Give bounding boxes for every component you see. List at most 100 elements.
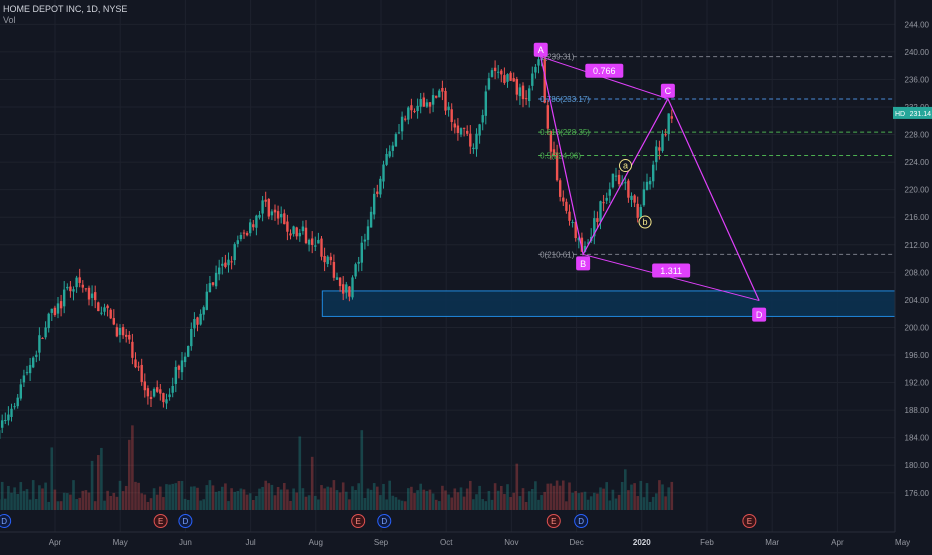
candle-body xyxy=(88,288,90,300)
candle-body xyxy=(389,151,391,156)
candle-body xyxy=(596,218,598,222)
candle-body xyxy=(203,307,205,314)
candle-body xyxy=(568,212,570,221)
volume-bar xyxy=(385,499,388,510)
volume-bar xyxy=(187,500,190,510)
volume-bar xyxy=(667,487,670,510)
candle-body xyxy=(224,263,226,267)
candle-body xyxy=(658,147,660,150)
volume-bar xyxy=(481,499,484,510)
volume-bar xyxy=(596,494,599,510)
volume-bar xyxy=(336,490,339,510)
candle-body xyxy=(429,102,431,106)
demand-zone-rect[interactable] xyxy=(322,291,895,316)
volume-bar xyxy=(413,493,416,510)
volume-bar xyxy=(88,493,91,510)
candle-body xyxy=(206,292,208,310)
volume-bar xyxy=(547,484,550,510)
candle-body xyxy=(106,306,108,308)
candle-body xyxy=(100,313,102,314)
ratio-bd-label[interactable]: 1.311 xyxy=(660,266,682,276)
volume-bar xyxy=(66,493,69,510)
candle-body xyxy=(97,302,99,311)
volume-bar xyxy=(1,482,4,510)
candle-body xyxy=(128,335,130,340)
candle-body xyxy=(153,389,155,397)
volume-bar xyxy=(184,499,187,510)
volume-bar xyxy=(426,491,429,510)
wave-label-b: b xyxy=(643,217,648,227)
candle-body xyxy=(271,211,273,215)
candle-body xyxy=(82,285,84,288)
volume-bar xyxy=(357,483,360,510)
volume-bar xyxy=(78,498,81,510)
volume-bar xyxy=(485,501,488,510)
candle-body xyxy=(110,310,112,319)
candle-body xyxy=(17,398,19,407)
candle-body xyxy=(218,268,220,275)
volume-bar xyxy=(497,491,500,510)
volume-bar xyxy=(556,481,559,510)
candle-body xyxy=(85,288,87,289)
candle-body xyxy=(184,357,186,362)
earnings-marker-label: E xyxy=(158,517,163,526)
volume-bar xyxy=(404,501,407,510)
candle-body xyxy=(54,308,56,315)
volume-bar xyxy=(590,496,593,510)
candle-body xyxy=(565,202,567,211)
volume-bar xyxy=(75,499,78,510)
volume-bar xyxy=(528,491,531,510)
candle-body xyxy=(38,335,40,352)
volume-bar xyxy=(44,483,47,510)
candle-body xyxy=(69,287,71,292)
volume-bar xyxy=(522,488,525,510)
target-zone[interactable] xyxy=(322,291,895,316)
point-c-label[interactable]: C xyxy=(665,86,672,96)
y-tick-label: 244.00 xyxy=(905,20,930,29)
volume-bar xyxy=(540,495,543,510)
candle-body xyxy=(308,240,310,245)
point-a-label[interactable]: A xyxy=(538,45,544,55)
price-axis[interactable]: 244.00240.00236.00232.00228.00224.00220.… xyxy=(893,0,932,550)
candle-body xyxy=(506,74,508,82)
candle-body xyxy=(373,194,375,215)
volume-bar xyxy=(568,482,571,510)
volume-bar xyxy=(311,457,314,510)
candle-body xyxy=(7,415,9,421)
volume-bar xyxy=(286,489,289,510)
volume-bar xyxy=(274,495,277,510)
volume-bar xyxy=(323,488,326,510)
volume-bar xyxy=(314,496,317,510)
candle-body xyxy=(423,98,425,107)
volume-bar xyxy=(63,493,66,510)
x-tick-label: Nov xyxy=(504,538,518,547)
candle-body xyxy=(488,78,490,89)
candle-body xyxy=(227,260,229,266)
candle-body xyxy=(255,216,257,228)
point-d-label[interactable]: D xyxy=(756,310,763,320)
x-tick-label: May xyxy=(113,538,128,547)
volume-bar xyxy=(407,488,410,510)
volume-bar xyxy=(54,490,57,510)
candle-body xyxy=(57,303,59,313)
volume-bar xyxy=(633,483,636,510)
volume-bar xyxy=(447,495,450,510)
volume-bar xyxy=(109,496,112,510)
volume-bar xyxy=(147,502,150,510)
candle-body xyxy=(354,264,356,276)
candle-body xyxy=(261,200,263,213)
candle-body xyxy=(91,294,93,298)
volume-bar xyxy=(320,485,323,510)
volume-bar xyxy=(140,493,143,510)
ratio-ac-label[interactable]: 0.766 xyxy=(593,66,616,76)
candle-body xyxy=(624,182,626,183)
candle-body xyxy=(165,399,167,403)
candle-body xyxy=(407,108,409,120)
candle-body xyxy=(26,372,28,373)
point-b-label[interactable]: B xyxy=(580,259,586,269)
candle-body xyxy=(599,201,601,221)
